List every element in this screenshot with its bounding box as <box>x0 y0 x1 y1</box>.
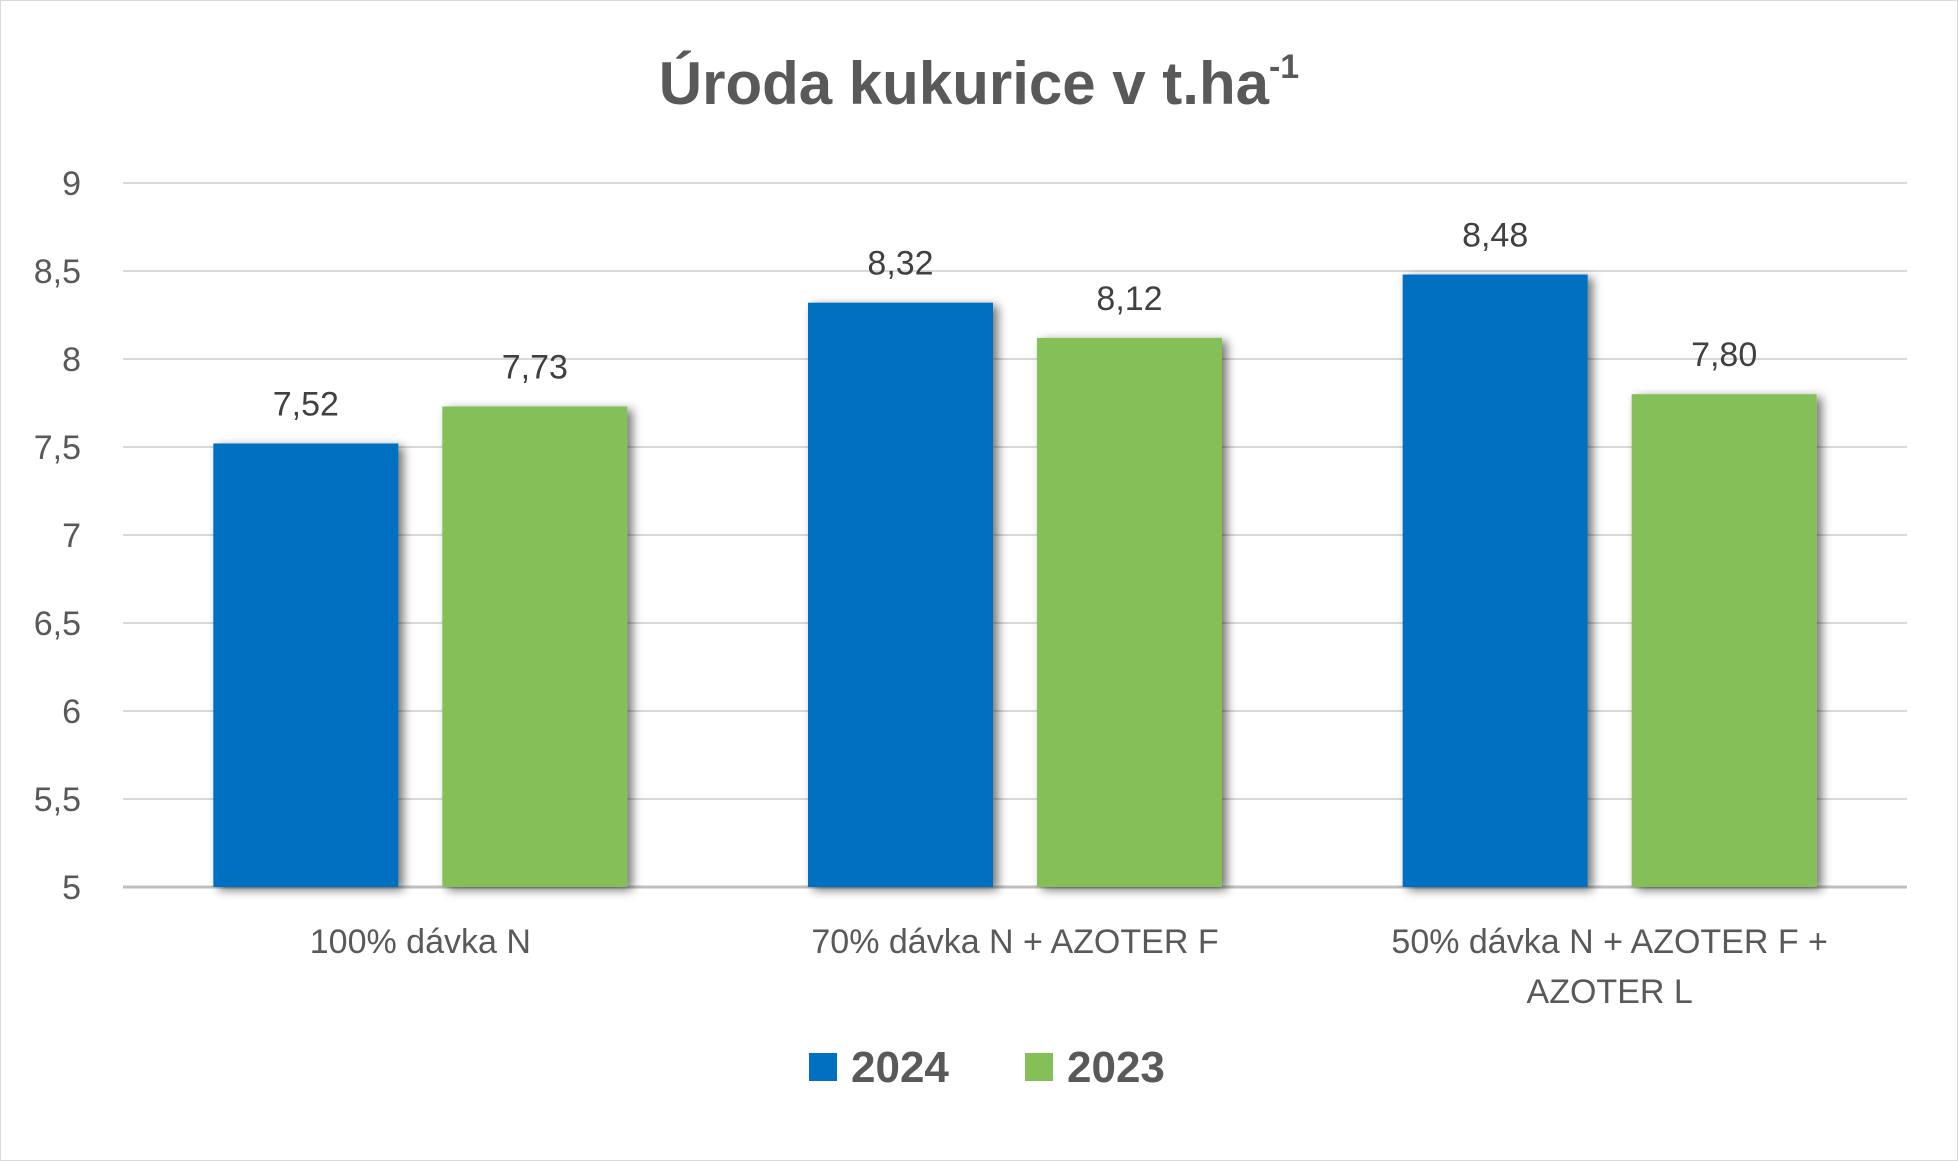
x-category-label: 70% dávka N + AZOTER F <box>811 923 1218 961</box>
data-label: 8,12 <box>1096 280 1162 318</box>
y-axis-ticks: 5 5,5 6 6,5 7 7,5 8 8,5 9 <box>34 165 81 907</box>
y-tick-label: 8,5 <box>34 253 81 291</box>
bar-2024-3 <box>1402 274 1588 887</box>
y-tick-label: 9 <box>62 165 81 203</box>
x-category-label: 100% dávka N <box>310 923 531 961</box>
data-label: 8,32 <box>867 245 933 283</box>
bar-2024-1 <box>213 443 399 887</box>
legend: 2024 2023 <box>809 1043 1165 1092</box>
y-tick-label: 7 <box>62 517 81 555</box>
y-tick-label: 6 <box>62 693 81 731</box>
data-label: 7,73 <box>502 349 568 387</box>
y-tick-label: 8 <box>62 341 81 379</box>
legend-label-2024: 2024 <box>851 1043 949 1092</box>
chart-title: Úroda kukurice v t.ha-1 <box>659 48 1299 117</box>
x-axis-categories: 100% dávka N 70% dávka N + AZOTER F 50% dá… <box>310 923 1828 1011</box>
bar-2024-2 <box>808 302 993 887</box>
y-tick-label: 6,5 <box>34 605 81 643</box>
legend-swatch-2023 <box>1025 1053 1053 1081</box>
chart-title-text: Úroda kukurice v t.ha <box>659 50 1270 117</box>
legend-swatch-2024 <box>809 1053 837 1081</box>
chart-title-superscript: -1 <box>1269 48 1299 86</box>
legend-label-2023: 2023 <box>1067 1043 1165 1092</box>
y-tick-label: 5 <box>62 869 81 907</box>
bar-2023-2 <box>1037 337 1222 887</box>
data-labels: 7,52 7,73 8,32 8,12 8,48 7,80 <box>273 217 1758 424</box>
gridlines <box>123 182 1907 889</box>
data-label: 7,52 <box>273 385 339 423</box>
bars <box>213 274 1817 887</box>
y-tick-label: 7,5 <box>34 429 81 467</box>
x-category-label: 50% dávka N + AZOTER F + AZOTER L <box>1391 923 1828 1011</box>
y-tick-label: 5,5 <box>34 781 81 819</box>
data-label: 8,48 <box>1462 217 1528 255</box>
data-label: 7,80 <box>1691 336 1757 374</box>
bar-2023-3 <box>1631 394 1817 887</box>
bar-2023-1 <box>442 406 628 887</box>
